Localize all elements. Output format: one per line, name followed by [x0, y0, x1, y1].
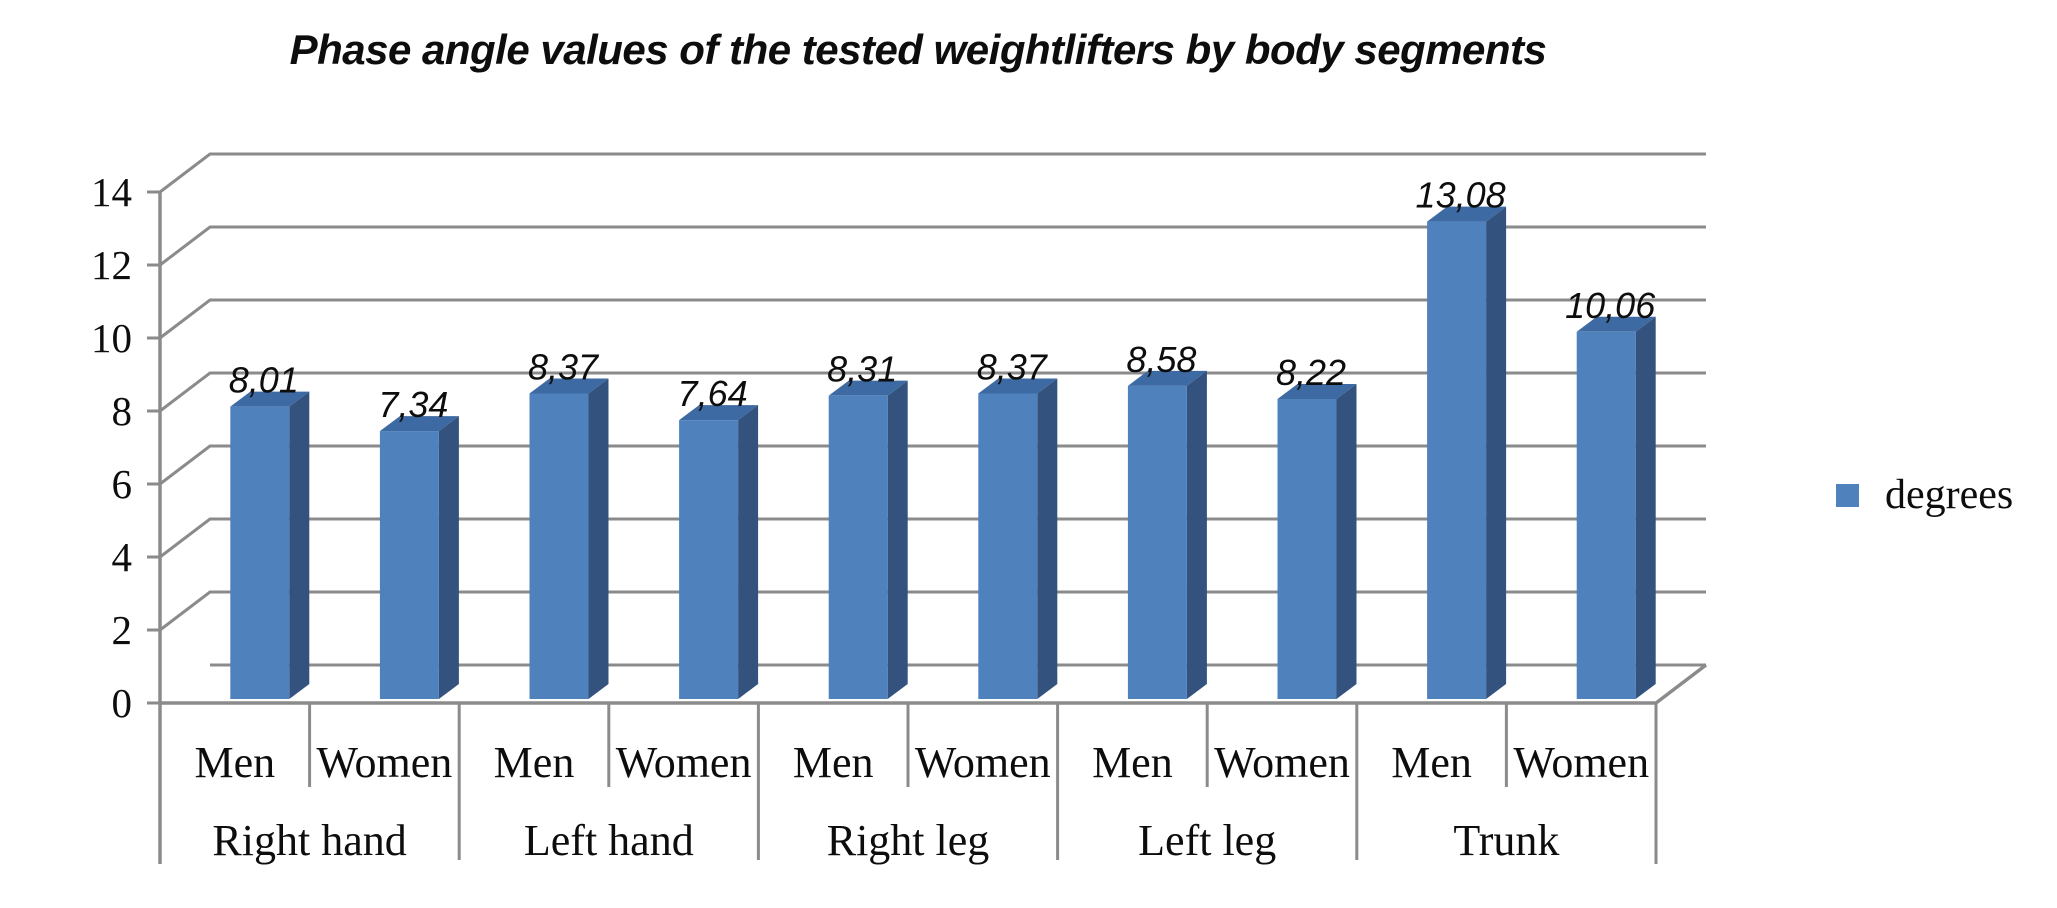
gridline [159, 225, 1706, 267]
bar-top-face [379, 416, 459, 432]
data-label: 7,64 [678, 373, 748, 414]
y-tick-label: 10 [91, 315, 132, 361]
gridline [159, 152, 1706, 194]
bar-right-hand-women [379, 416, 459, 699]
bar-right-leg-women [978, 378, 1058, 699]
gridline [159, 298, 1706, 340]
bar-left-hand-women [679, 405, 759, 699]
bar-top-face [1127, 370, 1207, 386]
bar-side-face [887, 380, 908, 699]
group-label: Left leg [1138, 816, 1276, 865]
category-label: Women [1214, 738, 1350, 787]
legend: degrees [1836, 474, 2013, 516]
category-label: Men [194, 738, 275, 787]
bar-left-hand-men [529, 378, 609, 699]
y-tick-label: 12 [91, 242, 132, 288]
bar-top-face [978, 378, 1058, 394]
category-label: Men [1092, 738, 1173, 787]
bar-front-face [1427, 221, 1487, 699]
y-tick-label: 8 [112, 388, 133, 434]
bar-front-face [978, 393, 1038, 699]
gridline [159, 517, 1706, 559]
data-label: 7,34 [378, 384, 448, 425]
group-label: Trunk [1453, 816, 1559, 865]
y-tick-label: 0 [112, 680, 133, 726]
bar-side-face [289, 391, 310, 699]
category-label: Women [1513, 738, 1649, 787]
y-tick-label: 2 [112, 607, 133, 653]
bar-right-hand-men [230, 391, 310, 699]
bar-side-face [738, 405, 759, 699]
bar-front-face [529, 393, 589, 699]
y-tick-label: 4 [112, 534, 133, 580]
bar-front-face [1277, 398, 1337, 699]
bar-side-face [1486, 206, 1507, 699]
group-label: Right hand [212, 816, 406, 865]
bar-left-leg-women [1277, 383, 1357, 699]
legend-swatch-icon [1836, 483, 1859, 507]
bar-top-face [1427, 206, 1507, 222]
bar-top-face [529, 378, 609, 394]
data-label: 13,08 [1416, 175, 1506, 216]
bar-side-face [1186, 370, 1207, 699]
chart-title: Phase angle values of the tested weightl… [289, 26, 1547, 73]
bar-left-leg-men [1127, 370, 1207, 699]
gridline [159, 371, 1706, 413]
data-label: 8,37 [528, 346, 600, 387]
bar-front-face [1127, 385, 1187, 699]
bar-side-face [438, 416, 459, 699]
bar-front-face [230, 406, 290, 699]
data-label: 8,22 [1276, 352, 1346, 393]
bar-front-face [679, 420, 739, 699]
data-label: 10,06 [1565, 285, 1656, 326]
bar-top-face [828, 380, 908, 396]
category-label: Men [1391, 738, 1472, 787]
group-label: Right leg [827, 816, 990, 865]
group-label: Left hand [524, 816, 694, 865]
gridline [159, 444, 1706, 486]
bar-trunk-women [1576, 316, 1656, 699]
bar-side-face [588, 378, 609, 699]
bar-front-face [828, 395, 888, 699]
data-label: 8,58 [1126, 339, 1196, 380]
data-label: 8,01 [229, 360, 299, 401]
category-label: Women [616, 738, 752, 787]
bar-front-face [1576, 331, 1636, 699]
gridline [159, 590, 1706, 632]
y-tick-label: 6 [112, 461, 133, 507]
data-label: 8,31 [827, 349, 897, 390]
category-label: Women [915, 738, 1051, 787]
bar-top-face [1277, 383, 1357, 399]
category-label: Men [494, 738, 575, 787]
category-label: Men [793, 738, 874, 787]
bar-side-face [1336, 383, 1357, 699]
bar-front-face [379, 431, 439, 699]
bar-top-face [679, 405, 759, 421]
y-tick-label: 14 [91, 169, 132, 215]
bar-top-face [230, 391, 310, 407]
bar-side-face [1037, 378, 1058, 699]
bar-side-face [1635, 316, 1656, 699]
bar-top-face [1576, 316, 1656, 332]
bar-right-leg-men [828, 380, 908, 699]
data-label: 8,37 [977, 346, 1049, 387]
bar-trunk-men [1427, 206, 1507, 699]
category-label: Women [317, 738, 453, 787]
legend-label: degrees [1885, 472, 2014, 518]
